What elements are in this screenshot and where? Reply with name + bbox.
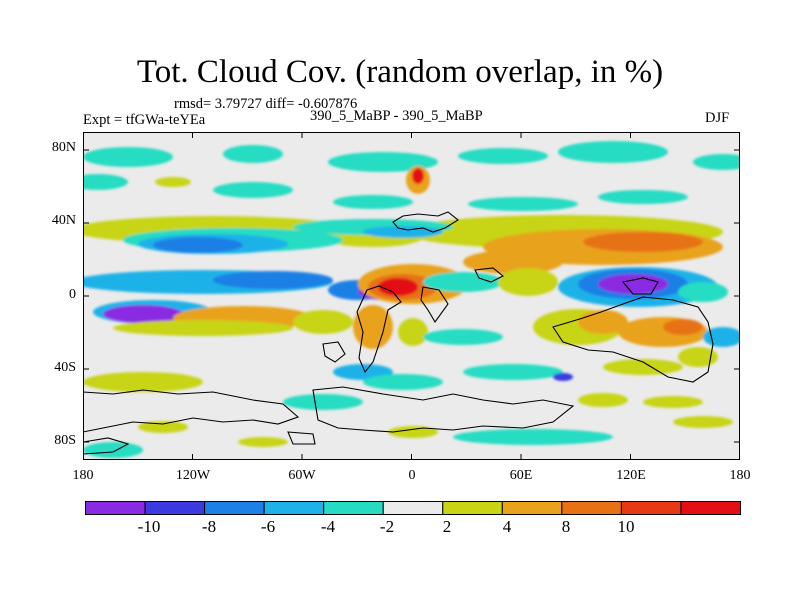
lat-label-0: 0: [69, 287, 76, 302]
lon-label-60w: 60W: [288, 468, 316, 483]
colorbar-cell: [501, 501, 563, 515]
lat-label-80s: 80S: [54, 433, 76, 448]
lon-label-120w: 120W: [175, 468, 211, 483]
colorbar-cell: [263, 501, 325, 515]
colorbar-cell: [204, 501, 265, 515]
lon-label-60e: 60E: [509, 468, 533, 483]
coastlines: [83, 211, 714, 455]
lat-label-40s: 40S: [54, 360, 76, 375]
plot-title: Tot. Cloud Cov. (random overlap, in %): [136, 54, 664, 90]
lon-label-0: 0: [408, 468, 416, 483]
lat-label-80n: 80N: [51, 140, 76, 155]
colorbar-label: 8: [561, 517, 571, 536]
colorbar-label: -10: [137, 517, 161, 536]
comparison-label: 390_5_MaBP - 390_5_MaBP: [310, 108, 483, 124]
colorbar-cell: [85, 501, 146, 515]
colorbar-label: -2: [379, 517, 395, 536]
colorbar-cell: [144, 501, 206, 515]
colorbar-cell: [620, 501, 682, 515]
map-frame: [83, 132, 740, 460]
colorbar-cell: [382, 501, 444, 515]
lat-label-40n: 40N: [51, 213, 76, 228]
colorbar: [85, 501, 741, 515]
colorbar-label: -8: [201, 517, 217, 536]
rmsd-stats: rmsd= 3.79727 diff= -0.607876: [174, 96, 358, 112]
colorbar-cell: [442, 501, 503, 515]
map-panel: [83, 132, 740, 460]
colorbar-label: -6: [260, 517, 276, 536]
colorbar-cell: [323, 501, 384, 515]
colorbar-label: -4: [320, 517, 336, 536]
lon-label-180w: 180: [72, 468, 94, 483]
lon-label-180e: 180: [729, 468, 751, 483]
colorbar-label: 2: [442, 517, 452, 536]
lon-label-120e: 120E: [616, 468, 646, 483]
colorbar-label: 10: [617, 517, 635, 536]
colorbar-cells: [85, 501, 741, 515]
experiment-label: Expt = tfGWa-teYEa: [83, 112, 206, 128]
colorbar-cell: [561, 501, 622, 515]
colorbar-cell: [680, 501, 741, 515]
anomaly-field: [83, 141, 740, 458]
colorbar-label: 4: [502, 517, 512, 536]
season-label: DJF: [705, 110, 730, 126]
cloud-cover-map: [83, 132, 740, 460]
